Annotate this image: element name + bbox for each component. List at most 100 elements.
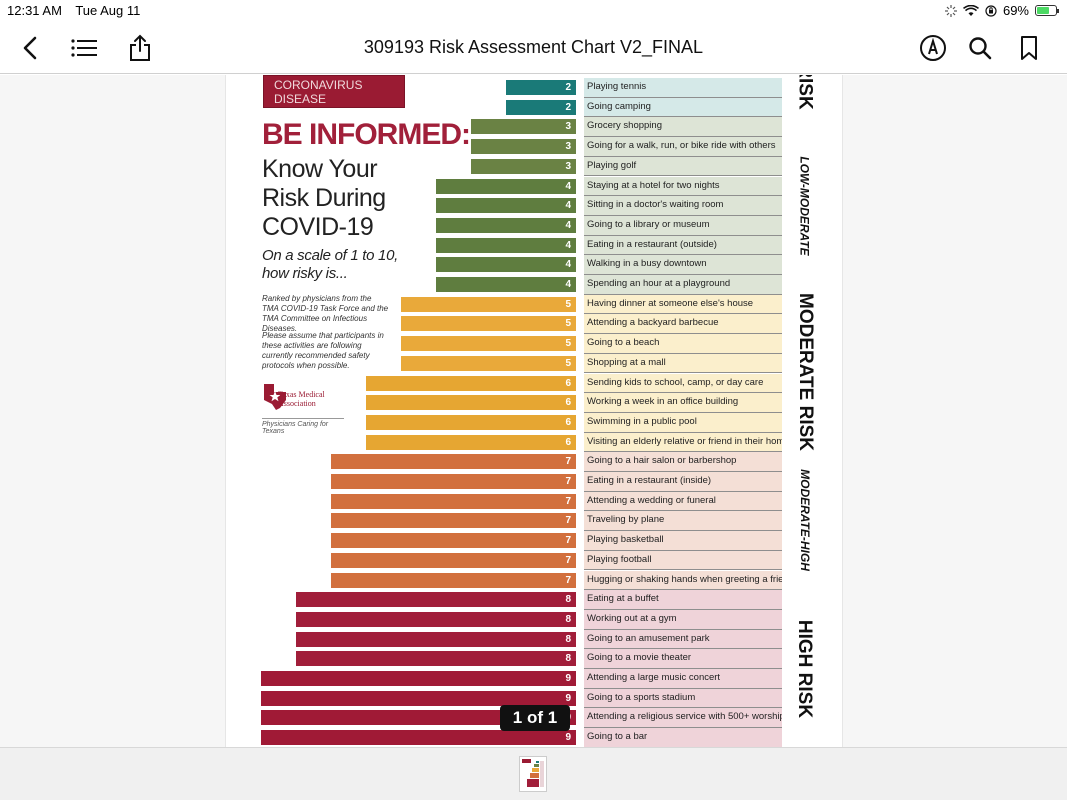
bookmark-icon [1021,36,1037,60]
band-moderate-high: MODERATE-HIGH [797,469,812,571]
risk-bar: 5 [401,355,576,371]
activity-row: Traveling by plane [584,511,782,532]
activity-row: Going for a walk, run, or bike ride with… [584,137,782,157]
risk-bar: 4 [436,237,576,253]
tma-name: Texas Medical Association [278,390,325,408]
activity-row: Walking in a busy downtown [584,255,782,275]
risk-bar: 7 [331,572,576,588]
battery-percent: 69% [1002,3,1029,18]
activity-row: Eating in a restaurant (outside) [584,235,782,256]
chevron-left-icon [23,36,37,60]
nav-bar: 309193 Risk Assessment Chart V2_FINAL [0,22,1067,74]
activity-row: Going to a beach [584,334,782,354]
risk-bar: 5 [401,336,576,352]
risk-bar: 3 [471,158,576,174]
activity-row: Having dinner at someone else's house [584,294,782,315]
status-time: 12:31 AM [7,3,62,18]
risk-bar: 2 [506,80,576,95]
risk-bar: 8 [296,592,576,608]
risk-bar: 6 [366,395,576,411]
activity-row: Going to a library or museum [584,215,782,236]
risk-bar: 5 [401,316,576,332]
activity-row: Grocery shopping [584,117,782,138]
tma-tagline: Physicians Caring for Texans [262,421,329,435]
texas-logo-icon [264,384,286,410]
activity-row: Attending a wedding or funeral [584,491,782,512]
band-high-risk: HIGH RISK [794,619,816,719]
risk-bar: 2 [506,99,576,115]
activity-icon [944,4,957,17]
thumbnail-strip [0,747,1067,800]
risk-bar: 9 [261,730,576,746]
risk-bar: 4 [436,257,576,273]
battery-icon [1035,5,1059,16]
document-viewer[interactable]: CORONAVIRUS DISEASE BE INFORMED: Know Yo… [0,75,1067,747]
risk-bar: 8 [296,651,576,667]
activity-row: Going camping [584,97,782,118]
activity-row: Staying at a hotel for two nights [584,176,782,197]
activity-row: Going to a hair salon or barbershop [584,452,782,472]
risk-bar: 4 [436,178,576,194]
risk-bar: 7 [331,513,576,529]
risk-bar: 8 [296,631,576,647]
search-button[interactable] [964,32,996,64]
risk-bar: 3 [471,119,576,135]
markup-button[interactable] [917,32,949,64]
list-icon [71,39,97,57]
outline-button[interactable] [68,32,100,64]
band-low-risk: RISK [794,75,816,110]
activity-row: Playing basketball [584,531,782,551]
ranked-note: Ranked by physicians from the TMA COVID-… [262,294,389,333]
risk-bar: 7 [331,552,576,568]
thumbnail-preview-icon [522,759,544,787]
markup-icon [920,35,946,61]
assume-note: Please assume that participants in these… [262,331,384,370]
activity-row: Working a week in an office building [584,393,782,413]
risk-bar: 8 [296,611,576,627]
status-bar: 12:31 AM Tue Aug 11 69% [0,0,1067,22]
activity-row: Going to a sports stadium [584,688,782,709]
band-moderate: MODERATE RISK [794,293,816,451]
scale-question: On a scale of 1 to 10, how risky is... [262,247,398,282]
risk-bar: 6 [366,434,576,450]
activity-row: Playing tennis [584,78,782,98]
activity-row: Going to a movie theater [584,649,782,669]
activity-row: Attending a large music concert [584,669,782,689]
activity-row: Sitting in a doctor's waiting room [584,196,782,216]
tma-logo: Texas Medical Association Physicians Car… [262,382,352,435]
activity-row: Working out at a gym [584,609,782,630]
heading-know-risk: Know Your Risk During COVID-19 [262,155,386,241]
activity-row: Spending an hour at a playground [584,275,782,295]
activity-row: Eating at a buffet [584,590,782,610]
activity-row: Hugging or shaking hands when greeting a… [584,570,782,591]
activity-row: Attending a religious service with 500+ … [584,708,782,729]
band-low-moderate: LOW-MODERATE [797,156,812,256]
search-icon [969,37,992,60]
risk-bar: 6 [366,375,576,391]
risk-bar: 7 [331,493,576,509]
activity-row: Playing golf [584,156,782,177]
bookmark-button[interactable] [1013,32,1045,64]
banner-label: CORONAVIRUS DISEASE [263,75,405,108]
back-button[interactable] [14,32,46,64]
risk-bar: 4 [436,277,576,292]
activity-row: Playing football [584,550,782,571]
pdf-page: CORONAVIRUS DISEASE BE INFORMED: Know Yo… [225,75,843,747]
page-thumbnail[interactable] [519,756,547,792]
status-date: Tue Aug 11 [75,3,141,18]
risk-bar: 6 [366,414,576,430]
wifi-icon [962,4,979,16]
page-indicator: 1 of 1 [500,705,570,731]
risk-bar: 5 [401,296,576,312]
risk-bar: 9 [261,671,576,686]
share-button[interactable] [124,32,156,64]
activity-row: Going to a bar [584,728,782,747]
activity-row: Going to an amusement park [584,629,782,650]
activity-row: Attending a backyard barbecue [584,314,782,335]
share-icon [130,34,150,61]
activity-row: Sending kids to school, camp, or day car… [584,373,782,394]
risk-bar: 7 [331,533,576,549]
activity-row: Swimming in a public pool [584,412,782,433]
activity-row: Visiting an elderly relative or friend i… [584,432,782,453]
risk-bar: 4 [436,198,576,214]
